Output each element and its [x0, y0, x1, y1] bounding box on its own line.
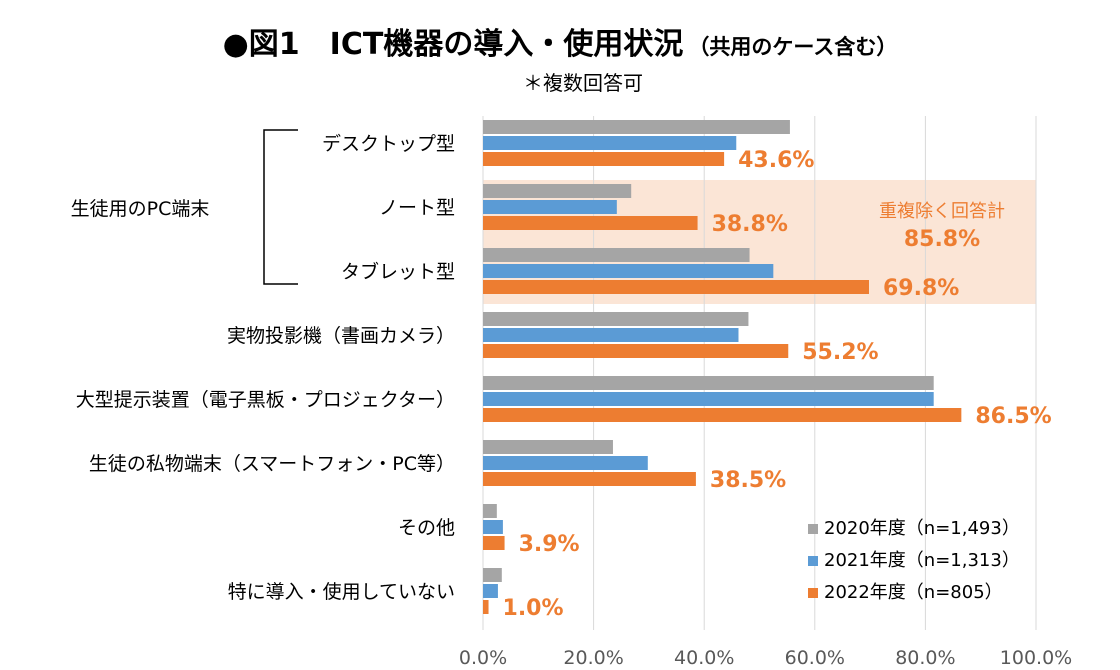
bar-2021 — [483, 584, 498, 598]
annotation-value: 85.8% — [904, 227, 980, 252]
bar-2020 — [483, 568, 502, 582]
bar-2022 — [483, 472, 696, 486]
bar-2020 — [483, 248, 750, 262]
overlap-annotation: 重複除く回答計 85.8% — [879, 201, 1005, 252]
bar-2022 — [483, 344, 789, 358]
bar-2022 — [483, 280, 869, 294]
x-tick-label: 40.0% — [674, 647, 734, 669]
category-label: 生徒の私物端末（スマートフォン・PC等） — [89, 453, 455, 475]
x-tick-label: 100.0% — [1000, 647, 1072, 669]
legend-label-2021: 2021年度（n=1,313） — [824, 550, 1020, 571]
data-label-2022: 3.9% — [519, 532, 580, 557]
legend-swatch-2021 — [808, 556, 818, 566]
chart-subtitle: ＊複数回答可 — [523, 71, 643, 95]
chart-title-suffix: （共用のケース含む） — [688, 35, 897, 59]
bar-2020 — [483, 376, 934, 390]
data-label-2022: 86.5% — [975, 404, 1051, 429]
bar-2022 — [483, 216, 698, 230]
legend: 2020年度（n=1,493） 2021年度（n=1,313） 2022年度（n=8… — [808, 518, 1020, 603]
bar-2020 — [483, 504, 497, 518]
bar-2020 — [483, 120, 790, 134]
category-label: 実物投影機（書画カメラ） — [227, 325, 455, 347]
x-tick-label: 80.0% — [895, 647, 955, 669]
chart-title-main: ●図1 ICT機器の導入・使用状況 — [223, 27, 684, 62]
annotation-label: 重複除く回答計 — [879, 201, 1005, 222]
bar-2020 — [483, 184, 632, 198]
legend-label-2022: 2022年度（n=805） — [824, 582, 1003, 603]
data-label-2022: 38.8% — [712, 212, 788, 237]
category-label: その他 — [398, 517, 455, 539]
data-label-2022: 38.5% — [710, 468, 786, 493]
bar-2022 — [483, 408, 962, 422]
bar-2021 — [483, 136, 737, 150]
bar-2021 — [483, 392, 934, 406]
bar-2021 — [483, 456, 648, 470]
category-label: 特に導入・使用していない — [228, 581, 455, 603]
bar-2020 — [483, 312, 749, 326]
data-label-2022: 55.2% — [802, 340, 878, 365]
x-tick-label: 60.0% — [785, 647, 845, 669]
bar-2021 — [483, 520, 503, 534]
data-label-2022: 69.8% — [883, 276, 959, 301]
category-label: タブレット型 — [341, 260, 455, 283]
bar-2022 — [483, 536, 505, 550]
category-label: ノート型 — [379, 197, 455, 219]
group-label: 生徒用のPC端末 — [71, 198, 210, 220]
data-label-2022: 1.0% — [503, 596, 564, 621]
legend-swatch-2020 — [808, 524, 818, 534]
chart-title: ●図1 ICT機器の導入・使用状況 （共用のケース含む） — [223, 27, 898, 62]
x-tick-label: 20.0% — [563, 647, 623, 669]
data-label-2022: 43.6% — [738, 148, 814, 173]
legend-label-2020: 2020年度（n=1,493） — [824, 518, 1020, 539]
bar-2022 — [483, 600, 489, 614]
bar-2020 — [483, 440, 613, 454]
bar-2021 — [483, 200, 617, 214]
bar-2022 — [483, 152, 725, 166]
category-label: 大型提示装置（電子黒板・プロジェクター） — [76, 389, 455, 411]
legend-swatch-2022 — [808, 588, 818, 598]
category-label: デスクトップ型 — [322, 133, 455, 155]
group-bracket — [263, 129, 298, 285]
bar-2021 — [483, 264, 774, 278]
bar-2021 — [483, 328, 739, 342]
x-tick-label: 0.0% — [459, 647, 507, 669]
